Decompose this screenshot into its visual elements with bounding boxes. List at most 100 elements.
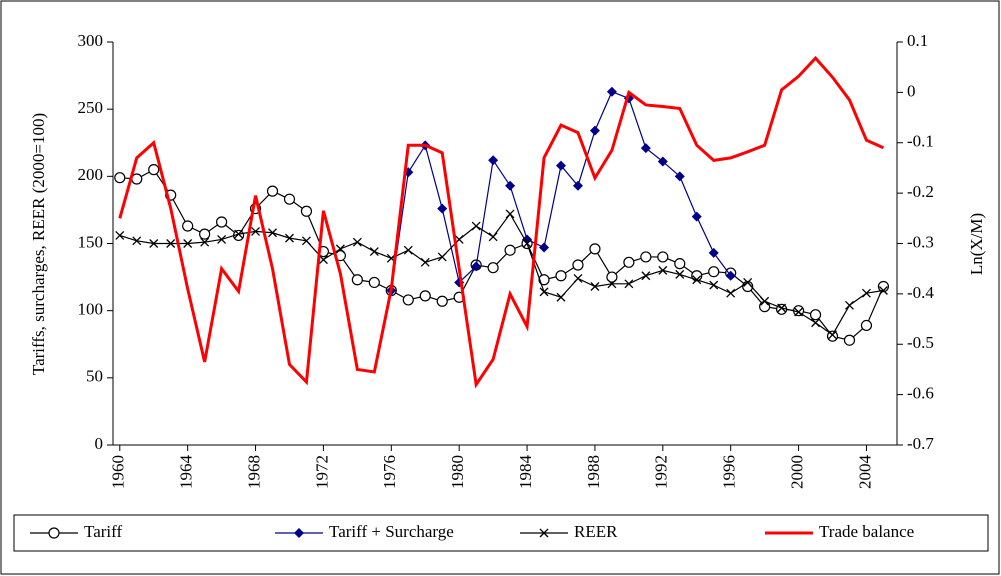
point xyxy=(674,171,685,182)
y-axis-label: Tariffs, surcharges, REER (2000=100) xyxy=(29,113,48,375)
y2-tick-label: -0.1 xyxy=(907,132,934,151)
point xyxy=(183,239,193,248)
point xyxy=(845,300,854,310)
point xyxy=(539,287,549,297)
point xyxy=(488,232,498,242)
y2-tick-label: -0.4 xyxy=(907,283,934,302)
point xyxy=(283,193,296,205)
legend-box xyxy=(13,514,989,552)
point xyxy=(878,286,888,295)
x-tick-label: 2004 xyxy=(855,455,874,490)
point xyxy=(675,269,685,279)
point xyxy=(828,330,837,340)
point xyxy=(351,274,363,286)
point xyxy=(200,237,210,247)
y2-tick-label: 0 xyxy=(907,81,916,100)
legend-label: Trade balance xyxy=(819,522,914,541)
point xyxy=(266,185,279,197)
point xyxy=(471,261,482,272)
point xyxy=(301,236,311,246)
point xyxy=(725,270,736,281)
point xyxy=(691,211,702,222)
y-tick-label: 150 xyxy=(78,232,104,251)
point xyxy=(368,276,380,289)
y-tick-label: 300 xyxy=(78,31,104,50)
point xyxy=(623,256,635,268)
point xyxy=(743,277,753,287)
x-tick-label: 1976 xyxy=(380,455,399,489)
point xyxy=(166,239,176,248)
y-tick-label: 50 xyxy=(86,367,103,386)
point xyxy=(217,235,227,244)
y-tick-label: 250 xyxy=(78,98,104,117)
point xyxy=(572,259,584,271)
point xyxy=(216,216,228,228)
point xyxy=(658,265,668,275)
point xyxy=(777,303,787,313)
point xyxy=(251,226,261,236)
point xyxy=(487,262,499,274)
point xyxy=(657,251,669,263)
point xyxy=(606,86,617,97)
x-tick-label: 1964 xyxy=(177,455,196,490)
point xyxy=(607,279,617,289)
y2-axis-label: Ln(X/M) xyxy=(967,213,986,275)
x-tick-label: 1996 xyxy=(720,455,739,489)
point xyxy=(657,156,668,167)
point xyxy=(402,294,414,306)
point xyxy=(149,239,159,248)
point xyxy=(709,280,719,290)
point xyxy=(318,255,328,265)
point xyxy=(115,230,125,240)
legend-label: Tariff xyxy=(84,522,122,541)
legend-label: REER xyxy=(574,522,618,541)
point xyxy=(522,239,532,248)
point xyxy=(708,247,719,258)
point xyxy=(234,229,244,239)
y-tick-label: 200 xyxy=(78,165,104,184)
point xyxy=(437,252,447,262)
y2-tick-label: -0.7 xyxy=(907,434,934,453)
point xyxy=(726,288,736,298)
point xyxy=(436,295,448,307)
x-tick-label: 1972 xyxy=(312,455,331,489)
point xyxy=(589,125,600,136)
point xyxy=(403,245,413,255)
point xyxy=(471,221,481,231)
point xyxy=(419,290,431,302)
x-tick-label: 1988 xyxy=(584,455,603,489)
point xyxy=(538,274,550,286)
point xyxy=(199,228,211,240)
point xyxy=(505,209,515,219)
point xyxy=(556,292,566,302)
point xyxy=(861,288,871,298)
y2-tick-label: -0.6 xyxy=(907,384,934,403)
y2-tick-label: -0.3 xyxy=(907,232,934,251)
point xyxy=(555,270,567,282)
x-tick-label: 1980 xyxy=(448,455,467,489)
x-tick-label: 1984 xyxy=(516,455,535,490)
point xyxy=(148,164,160,176)
x-tick-label: 1968 xyxy=(244,455,263,489)
point xyxy=(504,244,516,256)
point xyxy=(640,251,652,263)
point xyxy=(843,334,856,346)
point xyxy=(640,143,651,154)
point xyxy=(794,307,804,317)
point xyxy=(624,279,634,289)
point xyxy=(572,180,583,191)
y-tick-label: 0 xyxy=(95,434,104,453)
point xyxy=(589,243,601,255)
point xyxy=(300,205,313,217)
legend-marker xyxy=(294,528,304,538)
y2-tick-label: -0.5 xyxy=(907,333,934,352)
point xyxy=(606,271,618,283)
point xyxy=(420,257,430,267)
series-line xyxy=(118,55,885,389)
point xyxy=(590,282,600,291)
point xyxy=(877,280,890,293)
point xyxy=(708,266,720,278)
y-tick-label: 100 xyxy=(78,300,104,319)
point xyxy=(437,203,448,214)
